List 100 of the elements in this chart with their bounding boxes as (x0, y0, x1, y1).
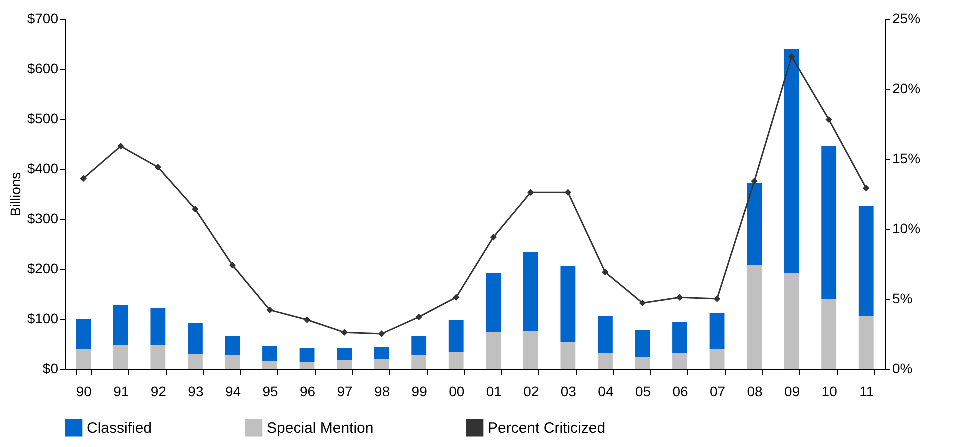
x-tick-label: 00 (449, 384, 465, 400)
point (266, 306, 274, 314)
bar (300, 348, 315, 362)
y-tick-label: $100 (27, 310, 59, 326)
point (788, 53, 796, 60)
bar (710, 349, 725, 369)
bar (225, 355, 240, 369)
point (192, 206, 199, 213)
x-tick-label: 09 (784, 384, 800, 400)
x-tick-label: 10 (822, 384, 838, 400)
point (751, 178, 758, 185)
bar (337, 360, 352, 369)
y-tick-label: $500 (27, 110, 59, 126)
x-tick-label: 90 (76, 384, 92, 400)
y-tick-label: $0 (42, 360, 59, 376)
bar (635, 357, 650, 369)
point (863, 185, 870, 192)
bar (412, 355, 427, 369)
bar (523, 252, 538, 331)
bar (486, 273, 502, 332)
bar (150, 345, 166, 369)
bar (188, 323, 203, 354)
bar (858, 206, 874, 316)
y2-tick-label: 0% (892, 360, 913, 376)
point (416, 314, 422, 321)
point (490, 234, 497, 241)
bar (598, 316, 613, 353)
x-tick-label: 04 (598, 384, 614, 400)
bar (523, 331, 538, 369)
x-tick-label: 92 (150, 384, 167, 400)
bar (747, 265, 762, 369)
y-tick-label: $700 (27, 10, 59, 26)
point (826, 116, 832, 124)
y-tick-label: $200 (27, 260, 59, 276)
bar (858, 316, 874, 369)
x-tick-label: 98 (374, 384, 390, 400)
bar (822, 299, 837, 369)
bar (188, 354, 203, 369)
legend-label: Classified (87, 420, 152, 438)
x-tick-label: 01 (486, 384, 502, 400)
point (528, 189, 534, 196)
x-tick-label: 93 (188, 384, 204, 400)
x-tick-label: 08 (747, 384, 764, 400)
bar (337, 348, 352, 360)
point (80, 175, 87, 182)
y-tick-label: $600 (27, 60, 59, 76)
bar (113, 305, 128, 345)
x-tick-label: 95 (262, 384, 278, 400)
bar (262, 346, 278, 361)
y-axis-title: Billions (7, 172, 24, 217)
x-tick-label: 06 (672, 384, 688, 400)
point (378, 330, 386, 338)
bar (672, 353, 688, 369)
y2-tick-label: 20% (892, 80, 921, 96)
y2-tick-label: 5% (892, 290, 913, 306)
y2-tick-label: 25% (892, 10, 921, 26)
point (564, 189, 572, 196)
point (639, 300, 646, 307)
bar (710, 313, 725, 349)
point (341, 329, 348, 336)
bar (822, 146, 837, 299)
y2-tick-label: 15% (892, 150, 921, 166)
point (304, 316, 311, 324)
bar (560, 342, 576, 369)
bar (262, 361, 278, 369)
bar (412, 336, 427, 355)
x-tick-label: 94 (225, 384, 242, 400)
point (154, 164, 162, 171)
bar (374, 359, 390, 369)
x-tick-label: 96 (300, 384, 316, 400)
point (602, 269, 609, 276)
x-tick-label: 02 (524, 384, 540, 400)
bar (747, 183, 762, 265)
bar (76, 319, 92, 349)
x-tick-label: 05 (635, 384, 652, 400)
x-tick-label: 03 (560, 384, 577, 400)
point (229, 262, 236, 269)
point (676, 294, 684, 301)
x-tick-label: 91 (114, 384, 130, 400)
bar (598, 353, 613, 369)
bar (113, 345, 128, 369)
bar (448, 352, 464, 369)
y-tick-label: $300 (27, 210, 59, 226)
x-tick-label: 11 (860, 384, 874, 400)
bar (486, 332, 502, 369)
bar (76, 349, 92, 369)
bar (150, 308, 166, 345)
bar (784, 273, 800, 369)
bar (560, 266, 576, 342)
bar (225, 336, 240, 355)
x-tick-label: 07 (710, 384, 726, 400)
bar (784, 49, 800, 273)
bar (374, 347, 390, 359)
point (714, 296, 721, 302)
bar (635, 330, 650, 357)
x-tick-label: 97 (337, 384, 354, 400)
legend-label: Special Mention (267, 420, 374, 438)
point (118, 143, 124, 150)
legend-label: Percent Criticized (488, 420, 606, 438)
bar (300, 362, 315, 369)
